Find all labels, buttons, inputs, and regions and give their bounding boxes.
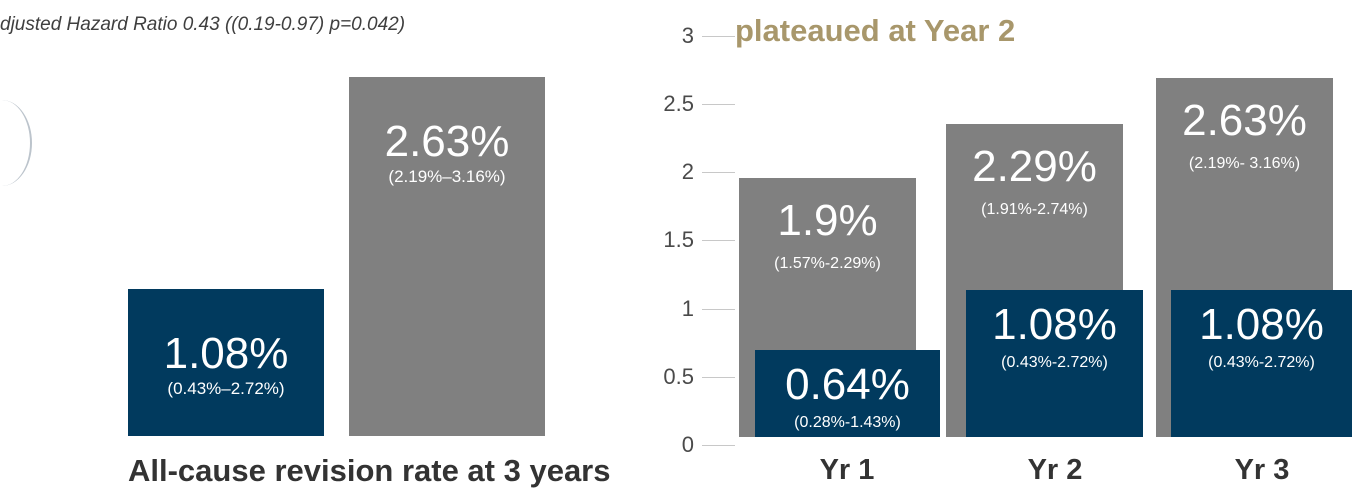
left-bar-2-ci-label: (2.19%–3.16%) [388, 167, 506, 186]
y-tick-label: 1.5 [663, 227, 694, 253]
right-gray-bar-1-ci-label: (1.57%-2.29%) [774, 254, 881, 272]
left-bar-1: 1.08% (0.43%–2.72%) [128, 288, 324, 436]
left-bar-2: 2.63% (2.19%–3.16%) [349, 77, 545, 436]
right-navy-bar-1: 0.64% (0.28%-1.43%) [755, 349, 940, 437]
y-tick-label: 2 [681, 159, 694, 184]
left-chart: 1.08% (0.43%–2.72%) 2.63% (2.19%–3.16%) [0, 0, 600, 501]
y-tick-label: 1 [681, 295, 694, 321]
y-tick-line [702, 308, 735, 310]
y-tick-label: 2.5 [663, 90, 694, 116]
right-navy-bar-3: 1.08% (0.43%-2.72%) [1171, 289, 1352, 437]
left-bar-1-value-label: 1.08% [163, 328, 289, 378]
x-category-label: Yr 2 [1027, 454, 1083, 486]
right-gray-bar-3-value-label: 2.63% [1182, 96, 1307, 145]
right-chart-title: plateaued at Year 2 [735, 13, 1016, 48]
y-tick-line [702, 35, 735, 37]
y-tick-label: 3 [681, 22, 694, 48]
right-navy-bar-1-ci-label: (0.28%-1.43%) [794, 413, 901, 431]
left-bar-1-ci-label: (0.43%–2.72%) [167, 378, 285, 398]
left-bar-2-value-label: 2.63% [384, 117, 510, 166]
hazard-ratio-text: djusted Hazard Ratio 0.43 ((0.19-0.97) p… [0, 14, 406, 35]
left-x-axis-label: All-cause revision rate at 3 years [128, 453, 611, 488]
y-tick-label: 0 [681, 432, 694, 457]
right-gray-bar-2-value-label: 2.29% [972, 142, 1097, 192]
right-navy-bar-1-value-label: 0.64% [785, 359, 910, 409]
y-tick-line [702, 172, 735, 173]
x-category-label: Yr 1 [819, 454, 875, 486]
y-tick-line [702, 240, 735, 242]
x-category-label: Yr 3 [1234, 454, 1290, 486]
y-tick-label: 0.5 [663, 363, 694, 389]
right-navy-bar-2: 1.08% (0.43%-2.72%) [966, 289, 1143, 437]
right-navy-bar-2-ci-label: (0.43%-2.72%) [1001, 353, 1108, 371]
right-navy-bar-3-ci-label: (0.43%-2.72%) [1208, 353, 1315, 371]
right-gray-bar-1-value-label: 1.9% [777, 195, 878, 245]
right-navy-bar-3-value-label: 1.08% [1199, 299, 1324, 349]
y-tick-line [702, 445, 735, 446]
y-tick-line [702, 376, 735, 378]
right-gray-bar-3-ci-label: (2.19%- 3.16%) [1188, 155, 1301, 172]
right-navy-bar-2-value-label: 1.08% [992, 299, 1117, 349]
logo-arc [0, 100, 32, 186]
y-tick-line [702, 103, 735, 105]
right-gray-bar-2-ci-label: (1.91%-2.74%) [981, 201, 1088, 219]
